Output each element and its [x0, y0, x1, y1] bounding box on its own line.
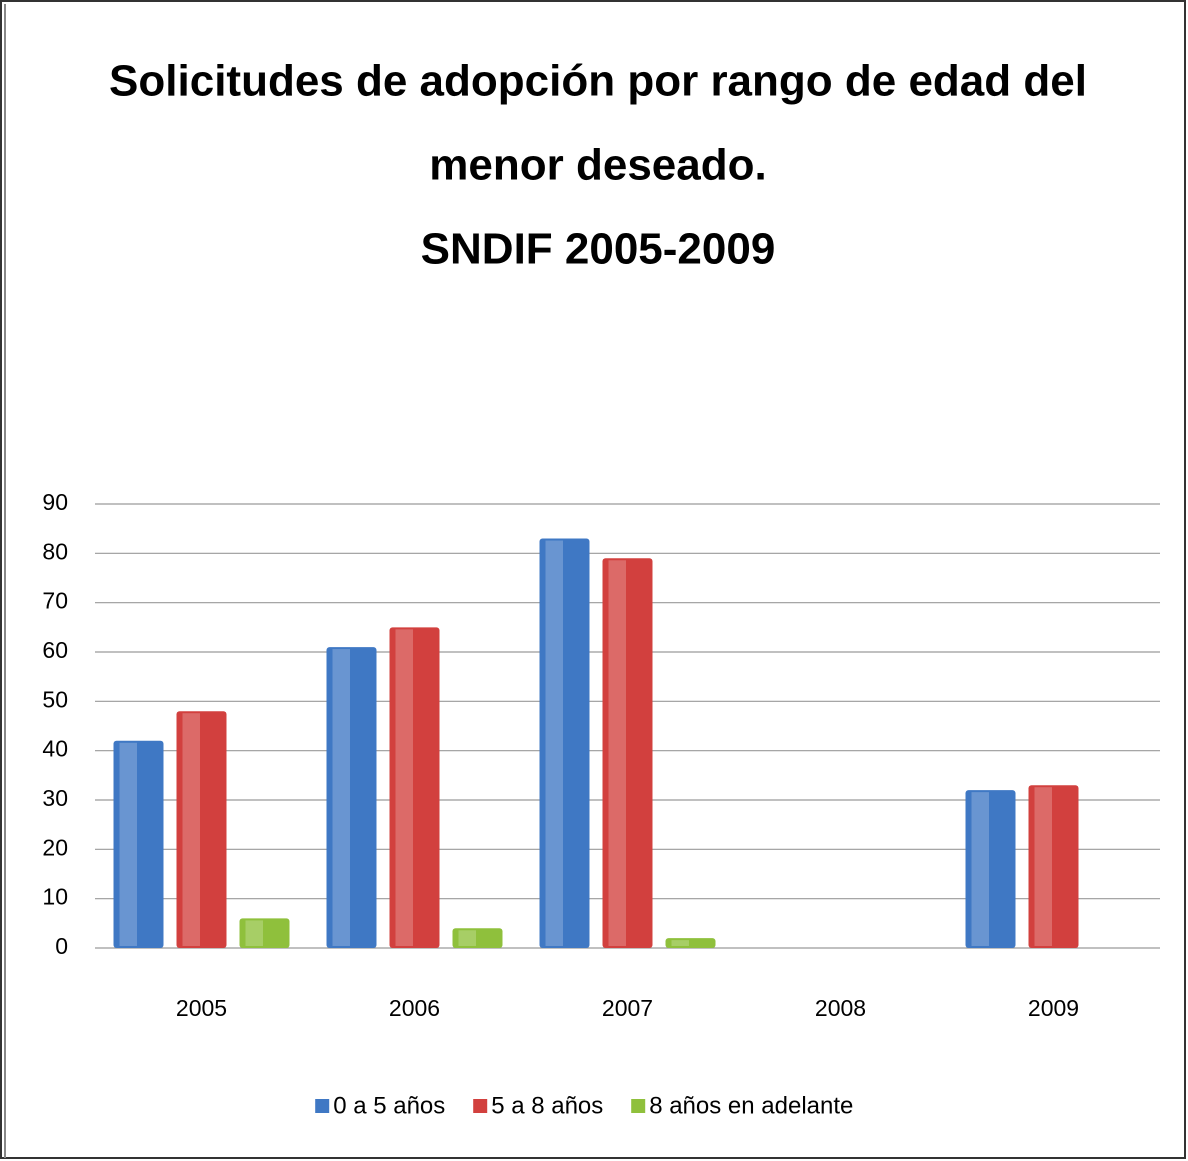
bar-highlight	[671, 940, 689, 946]
bar-highlight	[332, 649, 350, 946]
bar-highlight	[608, 560, 626, 946]
bar	[602, 558, 653, 948]
y-tick-label: 40	[42, 736, 68, 762]
bar	[965, 790, 1016, 948]
y-tick-label: 10	[42, 884, 68, 910]
bar	[326, 647, 377, 948]
bar	[539, 538, 590, 948]
x-tick-label: 2009	[1028, 995, 1079, 1021]
y-tick-label: 70	[42, 588, 68, 614]
legend-label: 8 años en adelante	[649, 1092, 853, 1119]
bar	[389, 627, 440, 948]
chart-title: menor deseado.	[429, 141, 766, 190]
bar	[113, 740, 164, 948]
bar-highlight	[182, 713, 200, 946]
bar-highlight	[119, 742, 137, 946]
bar-highlight	[395, 629, 413, 946]
bar	[176, 711, 227, 948]
legend-swatch	[631, 1099, 646, 1113]
x-tick-label: 2007	[602, 995, 653, 1021]
legend-label: 5 a 8 años	[491, 1092, 603, 1119]
x-tick-label: 2005	[176, 995, 227, 1021]
y-tick-label: 60	[42, 637, 68, 663]
bar-highlight	[245, 920, 263, 946]
x-tick-label: 2008	[815, 995, 866, 1021]
bar-highlight	[458, 930, 476, 946]
bar	[239, 918, 290, 948]
bar-highlight	[1034, 787, 1052, 946]
bar-highlight	[971, 792, 989, 946]
y-tick-label: 30	[42, 785, 68, 811]
y-tick-label: 20	[42, 834, 68, 860]
chart-title: SNDIF 2005-2009	[421, 225, 776, 274]
legend-swatch	[315, 1099, 330, 1113]
y-tick-label: 90	[42, 489, 68, 515]
bar	[665, 938, 716, 948]
y-tick-label: 0	[55, 933, 68, 959]
legend-swatch	[473, 1099, 488, 1113]
legend-label: 0 a 5 años	[333, 1092, 445, 1119]
bar-highlight	[545, 540, 563, 946]
bar	[1028, 785, 1079, 948]
y-tick-label: 80	[42, 538, 68, 564]
y-tick-label: 50	[42, 686, 68, 712]
bar	[452, 928, 503, 948]
chart-title: Solicitudes de adopción por rango de eda…	[109, 57, 1087, 106]
x-tick-label: 2006	[389, 995, 440, 1021]
